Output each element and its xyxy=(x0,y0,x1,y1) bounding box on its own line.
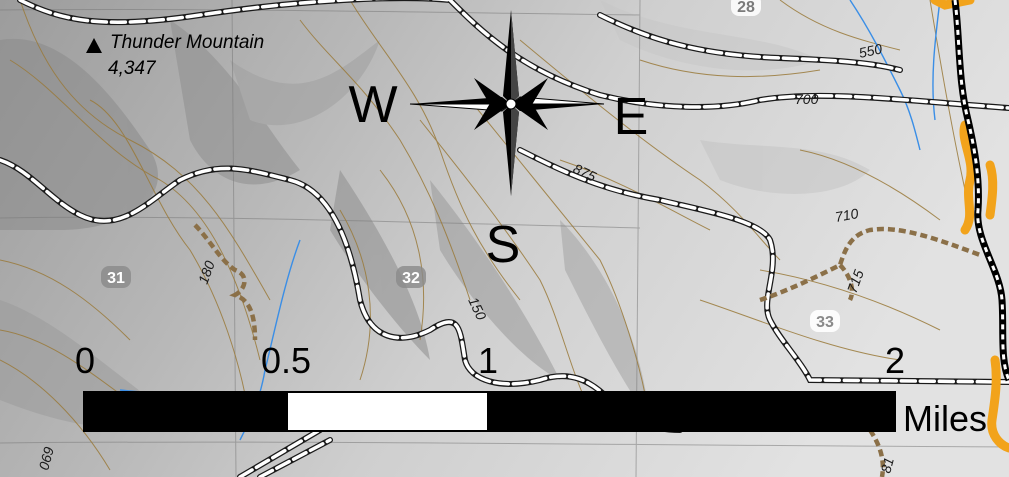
peak-name: Thunder Mountain xyxy=(110,32,264,53)
scale-label-2: 2 xyxy=(885,340,905,381)
compass-west-label: W xyxy=(348,76,397,134)
contour-label: 81 xyxy=(877,456,896,475)
scale-bar xyxy=(83,391,896,432)
contour-label: 550 xyxy=(857,40,883,61)
svg-text:33: 33 xyxy=(816,314,834,331)
section-number-28: 28 xyxy=(731,0,761,16)
svg-text:32: 32 xyxy=(402,270,420,287)
scale-bar-white-segment xyxy=(288,393,487,430)
scale-label-0: 0 xyxy=(75,340,95,381)
scale-label-1: 1 xyxy=(478,340,498,381)
compass-east-label: E xyxy=(614,88,649,146)
svg-text:28: 28 xyxy=(737,0,755,16)
compass-south-label: S xyxy=(486,216,521,274)
contour-label: 715 xyxy=(844,267,867,295)
scale-unit-label: Miles xyxy=(903,398,987,439)
scale-label-0-5: 0.5 xyxy=(261,340,311,381)
contour-label: 180 xyxy=(195,258,218,286)
highlighted-route xyxy=(930,0,1009,453)
contour-label: 710 xyxy=(834,205,860,225)
contour-lines xyxy=(0,0,966,471)
hillshade-ridges xyxy=(0,0,870,429)
svg-text:31: 31 xyxy=(107,270,125,287)
peak-elevation: 4,347 xyxy=(108,58,157,79)
contour-label: 700 xyxy=(795,91,819,107)
section-number-32: 32 xyxy=(396,266,426,288)
scale-bar-frame xyxy=(83,391,896,432)
trails xyxy=(193,223,981,477)
section-number-33: 33 xyxy=(810,310,840,332)
peak-triangle-icon xyxy=(86,38,102,53)
contour-label: 069 xyxy=(35,445,57,472)
railway xyxy=(951,0,1009,382)
compass-rose-icon xyxy=(409,10,605,196)
section-number-31: 31 xyxy=(101,266,131,288)
